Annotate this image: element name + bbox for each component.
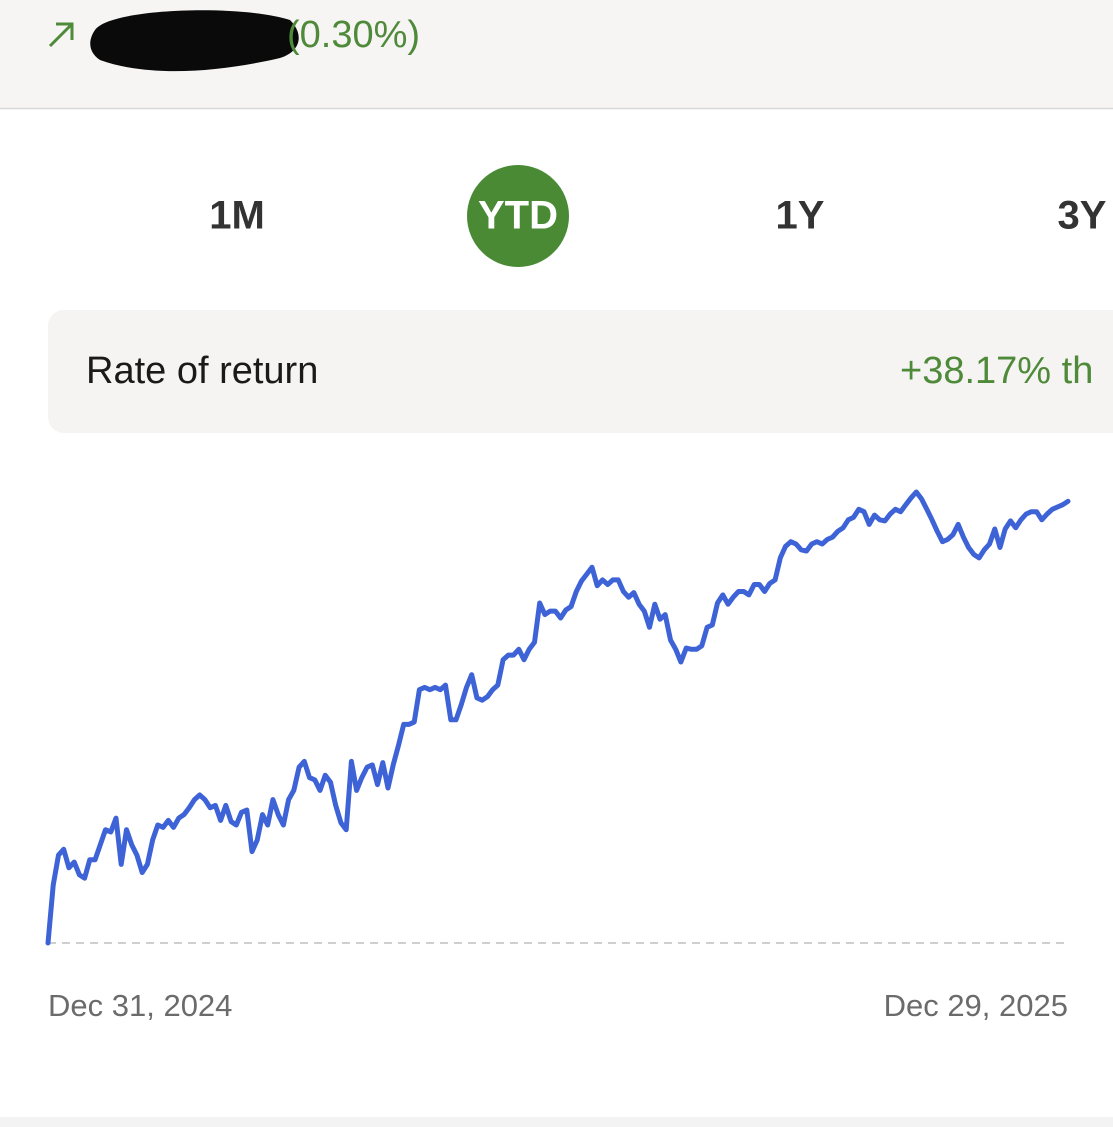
redacted-amount	[90, 10, 299, 72]
x-tick-label: Dec 31, 2024	[48, 988, 232, 1023]
x-tick-label: Dec 29, 2025	[884, 988, 1068, 1023]
selected-tab-pill	[467, 165, 569, 267]
period-tab[interactable]: 1M	[209, 194, 265, 238]
rate-of-return-value: +38.17% th	[900, 350, 1093, 392]
period-tab[interactable]: 1Y	[776, 194, 825, 238]
return-line	[45, 489, 1071, 946]
rate-of-return-card	[48, 310, 1113, 433]
rate-of-return-label: Rate of return	[86, 350, 318, 392]
change-percent: (0.30%)	[287, 14, 420, 56]
up-arrow-icon	[48, 22, 74, 48]
period-tab[interactable]: 3Y	[1058, 194, 1107, 238]
footer-band	[0, 1117, 1113, 1127]
period-tab[interactable]: YTD	[478, 194, 558, 238]
